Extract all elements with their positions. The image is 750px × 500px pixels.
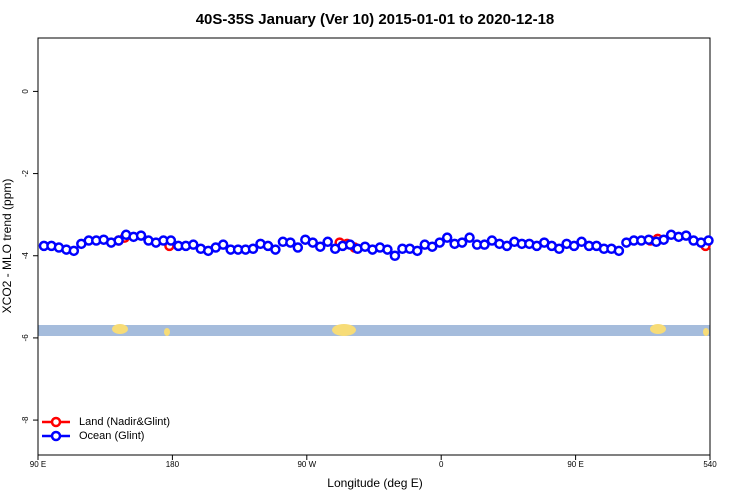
y-tick-label: 0 (21, 89, 30, 94)
legend-label: Land (Nadir&Glint) (79, 416, 170, 428)
data-point (292, 242, 304, 253)
x-tick-label: 90 E (567, 460, 583, 469)
data-point (576, 236, 587, 248)
data-point (613, 245, 625, 257)
data-point (703, 235, 714, 246)
data-point (501, 240, 513, 252)
chart-title: 40S-35S January (Ver 10) 2015-01-01 to 2… (196, 11, 555, 28)
data-point (68, 245, 80, 257)
y-tick-label: -6 (21, 334, 30, 342)
data-point (165, 235, 177, 246)
legend-label: Ocean (Glint) (79, 430, 144, 442)
data-point (680, 230, 692, 241)
x-tick-label: 0 (439, 460, 444, 469)
data-point (382, 244, 393, 255)
data-point (464, 232, 475, 243)
x-tick-label: 180 (166, 460, 180, 469)
data-point (658, 234, 669, 245)
data-point (441, 232, 453, 243)
data-point (135, 230, 147, 241)
data-point (479, 239, 490, 250)
x-tick-label: 90 E (30, 460, 46, 469)
data-point (456, 237, 468, 248)
data-point (285, 237, 296, 248)
x-tick-label: 90 W (297, 460, 316, 469)
data-point (553, 243, 565, 255)
y-tick-label: -2 (21, 169, 30, 177)
data-point (434, 237, 445, 248)
y-tick-label: -8 (21, 416, 30, 424)
data-point (247, 243, 259, 255)
data-point (113, 235, 124, 246)
y-axis-label: XCO2 - MLO trend (ppm) (0, 179, 14, 314)
legend-marker (50, 416, 62, 428)
map-strip (38, 324, 710, 336)
data-point (188, 239, 199, 250)
data-point (344, 239, 356, 250)
data-point (270, 244, 281, 255)
legend-marker (50, 430, 62, 442)
data-point (568, 240, 580, 252)
y-tick-label: -4 (21, 252, 30, 260)
data-point (412, 245, 423, 257)
data-point (217, 239, 229, 250)
data-point (322, 236, 333, 248)
x-axis-label: Longitude (deg E) (327, 476, 422, 490)
data-point (314, 241, 326, 252)
data-point (307, 237, 319, 248)
data-point (426, 241, 438, 252)
data-point (389, 250, 401, 261)
x-tick-label: 540 (703, 460, 717, 469)
